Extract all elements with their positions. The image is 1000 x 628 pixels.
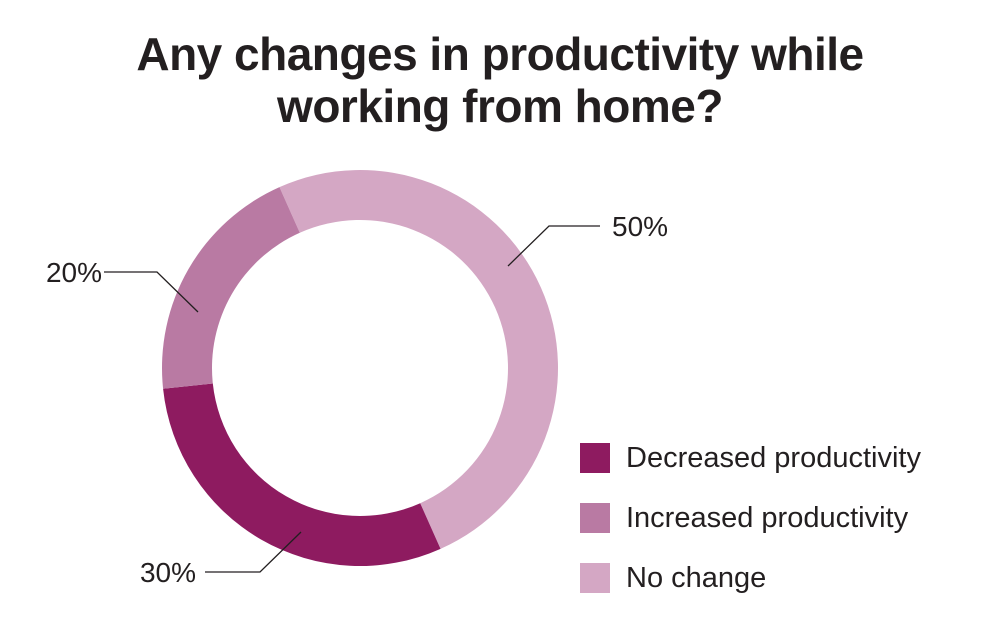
callout-line-decreased-productivity [205,531,302,573]
legend-swatch-no-change [580,563,610,593]
legend-item-no-change: No change [580,548,990,608]
callout-line-increased-productivity [104,271,199,313]
slice-decreased-productivity [163,383,441,566]
callout-line-no-change [507,225,600,267]
chart-title-line-2: working from home? [277,80,723,132]
slice-no-change [279,170,558,549]
slices-layer [162,170,558,566]
legend-item-increased: Increased productivity [580,488,990,548]
legend-item-decreased: Decreased productivity [580,428,990,488]
legend-label-increased: Increased productivity [626,501,909,534]
legend-label-decreased: Decreased productivity [626,441,921,474]
data-label-decreased-productivity: 30% [140,557,196,588]
chart-title: Any changes in productivity while workin… [0,28,1000,132]
legend-label-no-change: No change [626,561,767,594]
data-label-no-change: 50% [612,211,668,242]
slice-increased-productivity [162,187,300,389]
chart-title-line-1: Any changes in productivity while [136,28,864,80]
callouts-layer: 50% 30% 20% [46,211,668,588]
legend: Decreased productivity Increased product… [580,428,990,608]
legend-swatch-decreased [580,443,610,473]
data-label-increased-productivity: 20% [46,257,102,288]
legend-swatch-increased [580,503,610,533]
